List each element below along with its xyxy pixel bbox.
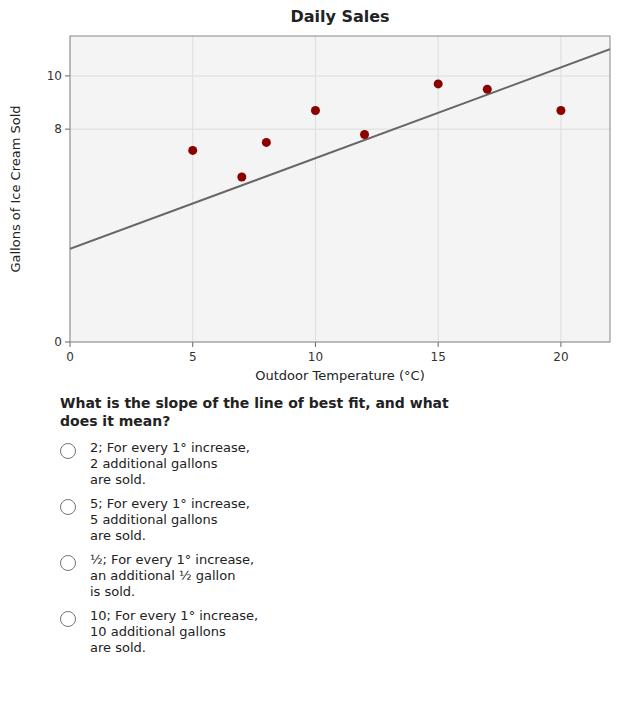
x-tick xyxy=(438,342,439,347)
x-grid-line xyxy=(192,36,193,342)
y-tick-label: 8 xyxy=(54,122,62,136)
y-tick xyxy=(65,342,70,343)
y-axis-label: Gallons of Ice Cream Sold xyxy=(8,105,23,272)
y-tick xyxy=(65,75,70,76)
y-tick-label: 10 xyxy=(47,69,62,83)
scatter-point xyxy=(262,138,271,147)
scatter-point xyxy=(188,146,197,155)
y-grid-line xyxy=(70,129,610,130)
question: What is the slope of the line of best fi… xyxy=(60,394,595,430)
option-text: 2; For every 1° increase, 2 additional g… xyxy=(90,440,250,488)
radio-button[interactable] xyxy=(60,499,76,515)
option[interactable]: ½; For every 1° increase, an additional … xyxy=(60,552,595,600)
x-axis-label: Outdoor Temperature (°C) xyxy=(255,368,424,383)
option[interactable]: 10; For every 1° increase, 10 additional… xyxy=(60,608,595,656)
x-tick xyxy=(560,342,561,347)
x-grid-line xyxy=(560,36,561,342)
fit-line xyxy=(70,49,610,249)
scatter-point xyxy=(311,106,320,115)
option-text: 10; For every 1° increase, 10 additional… xyxy=(90,608,258,656)
y-tick xyxy=(65,129,70,130)
option-text: 5; For every 1° increase, 5 additional g… xyxy=(90,496,250,544)
radio-button[interactable] xyxy=(60,555,76,571)
x-tick-label: 20 xyxy=(553,350,568,364)
option[interactable]: 2; For every 1° increase, 2 additional g… xyxy=(60,440,595,488)
scatter-point xyxy=(483,85,492,94)
x-tick-label: 0 xyxy=(66,350,74,364)
radio-button[interactable] xyxy=(60,611,76,627)
page: 0 5 10 15 20 0 8 10 Daily Sales Outdoor Temperatu… xyxy=(0,0,635,656)
y-grid-line xyxy=(70,75,610,76)
scatter-point xyxy=(237,173,246,182)
chart: 0 5 10 15 20 0 8 10 Daily Sales Outdoor Temperatu… xyxy=(0,0,635,390)
x-tick xyxy=(70,342,71,347)
plot-frame xyxy=(70,36,610,342)
option-text: ½; For every 1° increase, an additional … xyxy=(90,552,254,600)
x-grid-line xyxy=(315,36,316,342)
grid xyxy=(70,36,610,342)
x-tick-label: 5 xyxy=(189,350,197,364)
y-tick-label: 0 xyxy=(54,335,62,349)
scatter-point xyxy=(360,130,369,139)
plot-area xyxy=(70,36,610,342)
x-tick xyxy=(315,342,316,347)
x-tick-label: 10 xyxy=(308,350,323,364)
radio-button[interactable] xyxy=(60,443,76,459)
x-tick xyxy=(192,342,193,347)
x-tick-label: 15 xyxy=(431,350,446,364)
option[interactable]: 5; For every 1° increase, 5 additional g… xyxy=(60,496,595,544)
quiz: What is the slope of the line of best fi… xyxy=(0,390,635,656)
scatter-point xyxy=(434,79,443,88)
data-layer xyxy=(70,49,610,249)
title: Daily Sales xyxy=(290,7,389,26)
scatter-point xyxy=(556,106,565,115)
